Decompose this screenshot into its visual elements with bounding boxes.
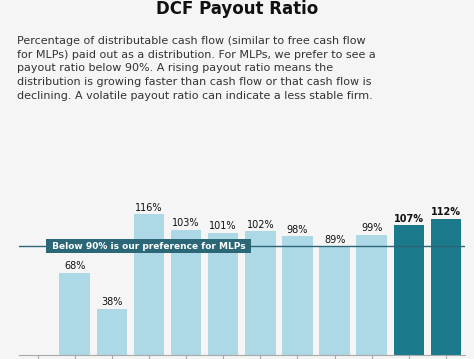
Bar (245, 232, 275, 355)
Bar (59, 273, 90, 355)
Text: 103%: 103% (172, 218, 200, 228)
Bar (208, 233, 238, 355)
Text: 98%: 98% (287, 224, 308, 234)
Bar (97, 309, 127, 355)
Text: 89%: 89% (324, 236, 345, 246)
Text: 116%: 116% (135, 202, 163, 213)
Text: Below 90% is our preference for MLPs: Below 90% is our preference for MLPs (49, 242, 248, 251)
Text: 107%: 107% (394, 214, 424, 224)
Text: 102%: 102% (246, 220, 274, 230)
Text: Percentage of distributable cash flow (similar to free cash flow
for MLPs) paid : Percentage of distributable cash flow (s… (17, 36, 375, 101)
Bar (319, 247, 350, 355)
Bar (134, 214, 164, 355)
Text: 38%: 38% (101, 297, 122, 307)
Bar (431, 219, 461, 355)
Text: 112%: 112% (431, 208, 461, 218)
Bar (171, 230, 201, 355)
Bar (282, 236, 313, 355)
Text: DCF Payout Ratio: DCF Payout Ratio (156, 0, 318, 18)
Bar (393, 225, 424, 355)
Text: 101%: 101% (210, 221, 237, 231)
Bar (356, 235, 387, 355)
Text: 68%: 68% (64, 261, 85, 271)
Text: 99%: 99% (361, 223, 383, 233)
